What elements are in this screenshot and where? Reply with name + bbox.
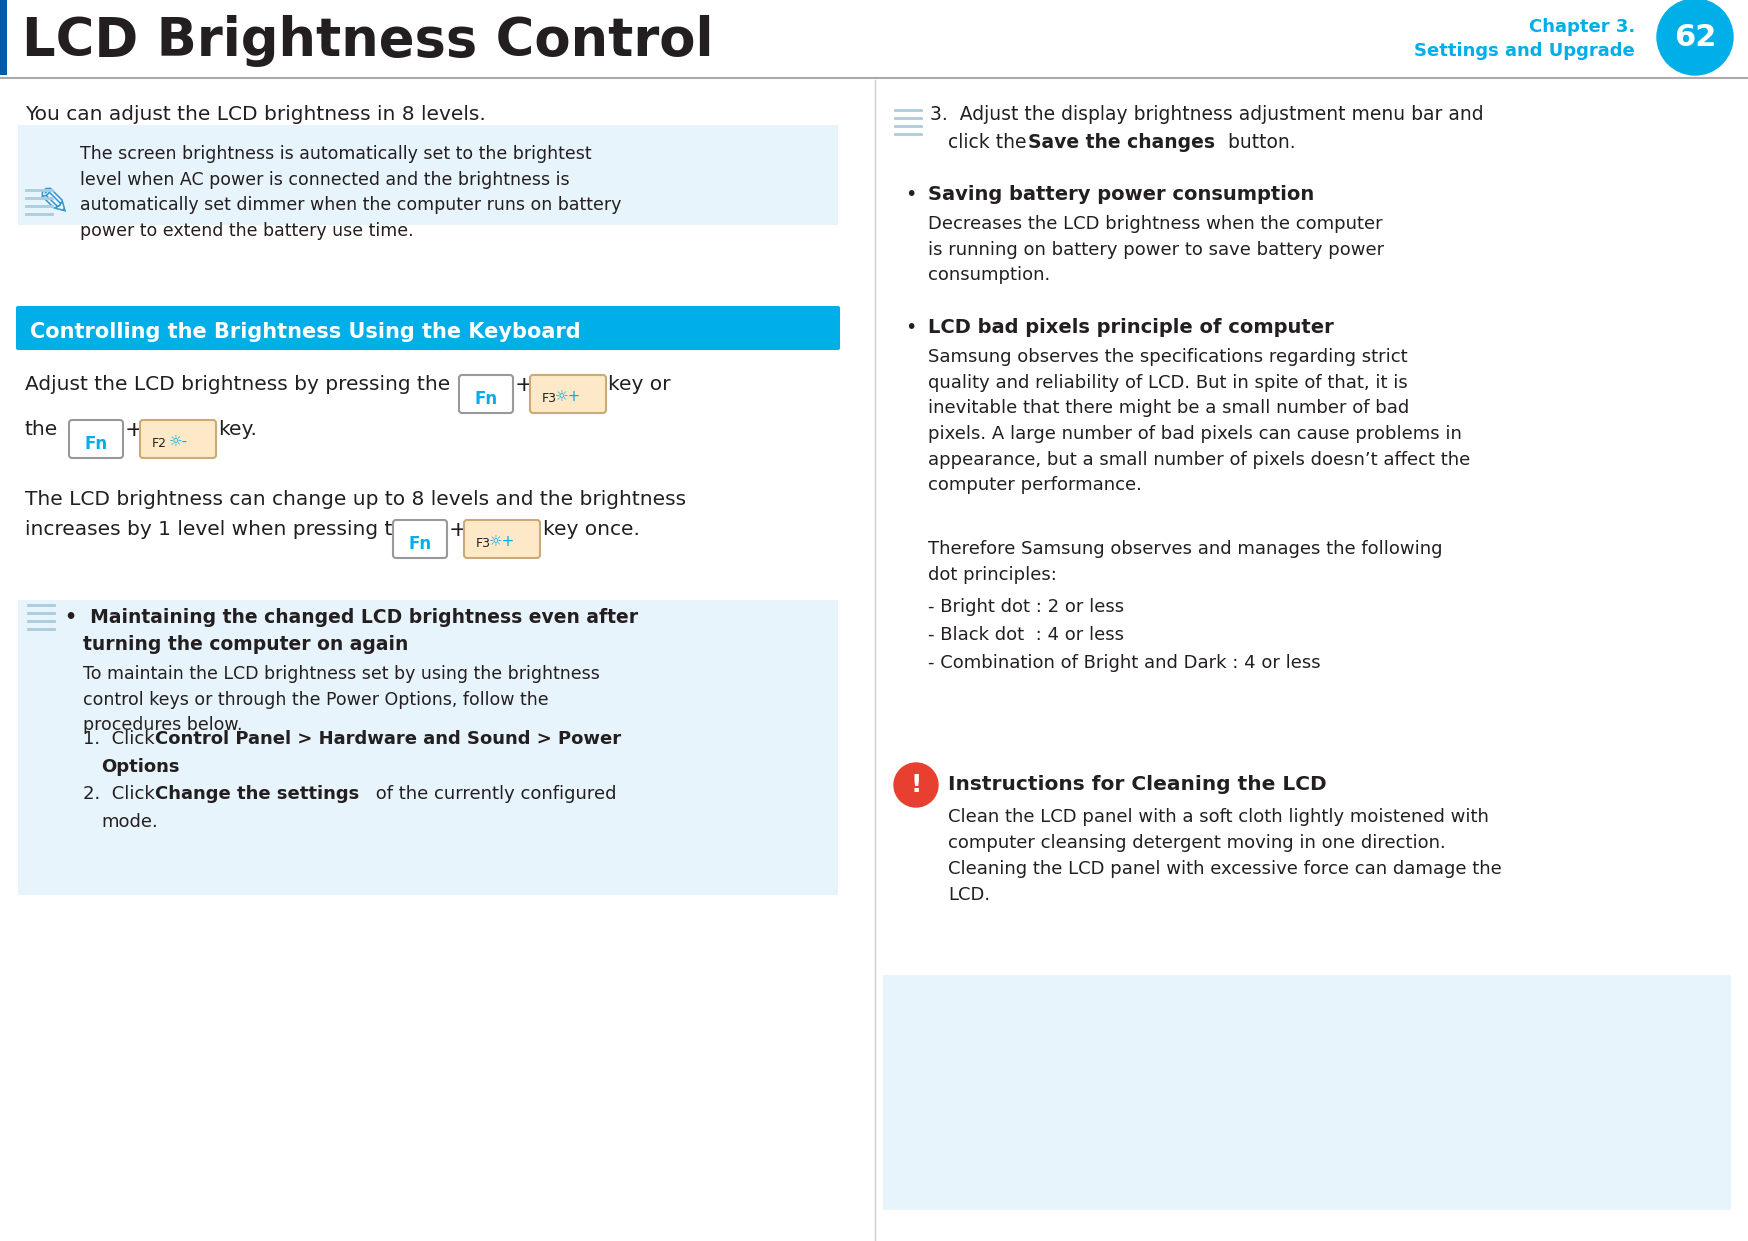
Text: Decreases the LCD brightness when the computer
is running on battery power to sa: Decreases the LCD brightness when the co… — [928, 215, 1383, 284]
Text: Cleaning the LCD panel with excessive force can damage the
LCD.: Cleaning the LCD panel with excessive fo… — [947, 860, 1502, 903]
Text: Control Panel > Hardware and Sound > Power: Control Panel > Hardware and Sound > Pow… — [156, 730, 621, 748]
FancyBboxPatch shape — [68, 419, 122, 458]
Text: LCD Brightness Control: LCD Brightness Control — [23, 15, 713, 67]
Text: F3: F3 — [542, 392, 556, 405]
Text: Controlling the Brightness Using the Keyboard: Controlling the Brightness Using the Key… — [30, 321, 580, 343]
Text: key or: key or — [608, 375, 669, 393]
Text: turning the computer on again: turning the computer on again — [82, 635, 407, 654]
Text: increases by 1 level when pressing the: increases by 1 level when pressing the — [24, 520, 418, 539]
FancyBboxPatch shape — [883, 975, 1731, 1210]
Text: Chapter 3.: Chapter 3. — [1528, 19, 1634, 36]
Text: You can adjust the LCD brightness in 8 levels.: You can adjust the LCD brightness in 8 l… — [24, 105, 486, 124]
Text: Options: Options — [101, 758, 180, 776]
FancyBboxPatch shape — [393, 520, 447, 558]
Text: ☼+: ☼+ — [488, 535, 516, 550]
Text: •: • — [904, 318, 916, 338]
Circle shape — [893, 763, 937, 807]
Text: mode.: mode. — [101, 813, 157, 831]
Text: the: the — [24, 419, 58, 439]
Text: .: . — [159, 758, 166, 776]
Text: F2: F2 — [152, 437, 166, 450]
Text: Saving battery power consumption: Saving battery power consumption — [928, 185, 1313, 204]
Text: Therefore Samsung observes and manages the following
dot principles:: Therefore Samsung observes and manages t… — [928, 540, 1442, 583]
Text: Change the settings: Change the settings — [156, 786, 358, 803]
Text: 1.  Click: 1. Click — [82, 730, 161, 748]
FancyBboxPatch shape — [140, 419, 215, 458]
Text: ☼-: ☼- — [168, 436, 187, 450]
Text: To maintain the LCD brightness set by using the brightness
control keys or throu: To maintain the LCD brightness set by us… — [82, 665, 600, 735]
Text: - Bright dot : 2 or less: - Bright dot : 2 or less — [928, 598, 1124, 616]
Text: The screen brightness is automatically set to the brightest
level when AC power : The screen brightness is automatically s… — [80, 145, 621, 240]
FancyBboxPatch shape — [463, 520, 540, 558]
Text: LCD bad pixels principle of computer: LCD bad pixels principle of computer — [928, 318, 1334, 338]
FancyBboxPatch shape — [458, 375, 512, 413]
FancyBboxPatch shape — [530, 375, 605, 413]
FancyBboxPatch shape — [17, 125, 837, 225]
Text: Fn: Fn — [84, 436, 107, 453]
Text: F3: F3 — [475, 537, 491, 550]
Text: 62: 62 — [1673, 22, 1715, 51]
Text: 2.  Click: 2. Click — [82, 786, 161, 803]
Text: Fn: Fn — [409, 535, 432, 553]
FancyBboxPatch shape — [17, 599, 837, 895]
Text: 3.  Adjust the display brightness adjustment menu bar and: 3. Adjust the display brightness adjustm… — [930, 105, 1482, 124]
Text: key.: key. — [218, 419, 257, 439]
Circle shape — [1655, 0, 1732, 74]
Text: ☼+: ☼+ — [554, 390, 580, 405]
FancyBboxPatch shape — [0, 0, 7, 74]
Text: Save the changes: Save the changes — [1028, 133, 1215, 151]
Text: click the: click the — [947, 133, 1031, 151]
Text: +: + — [514, 375, 533, 395]
Text: Fn: Fn — [474, 390, 496, 408]
Text: Adjust the LCD brightness by pressing the: Adjust the LCD brightness by pressing th… — [24, 375, 449, 393]
Text: Clean the LCD panel with a soft cloth lightly moistened with
computer cleansing : Clean the LCD panel with a soft cloth li… — [947, 808, 1488, 851]
Text: Samsung observes the specifications regarding strict
quality and reliability of : Samsung observes the specifications rega… — [928, 347, 1470, 494]
FancyBboxPatch shape — [16, 307, 839, 350]
Text: Instructions for Cleaning the LCD: Instructions for Cleaning the LCD — [947, 774, 1327, 794]
Text: button.: button. — [1222, 133, 1295, 151]
Text: •: • — [904, 185, 916, 204]
Text: key once.: key once. — [542, 520, 640, 539]
Text: +: + — [449, 520, 467, 540]
Text: ✎: ✎ — [38, 185, 70, 223]
FancyBboxPatch shape — [23, 170, 73, 222]
Text: +: + — [124, 419, 143, 441]
Text: Settings and Upgrade: Settings and Upgrade — [1414, 42, 1634, 60]
Text: - Black dot  : 4 or less: - Black dot : 4 or less — [928, 625, 1124, 644]
Text: !: ! — [909, 773, 921, 797]
Text: - Combination of Bright and Dark : 4 or less: - Combination of Bright and Dark : 4 or … — [928, 654, 1320, 671]
Text: •  Maintaining the changed LCD brightness even after: • Maintaining the changed LCD brightness… — [65, 608, 638, 627]
Text: of the currently configured: of the currently configured — [371, 786, 615, 803]
Text: The LCD brightness can change up to 8 levels and the brightness: The LCD brightness can change up to 8 le… — [24, 490, 685, 509]
